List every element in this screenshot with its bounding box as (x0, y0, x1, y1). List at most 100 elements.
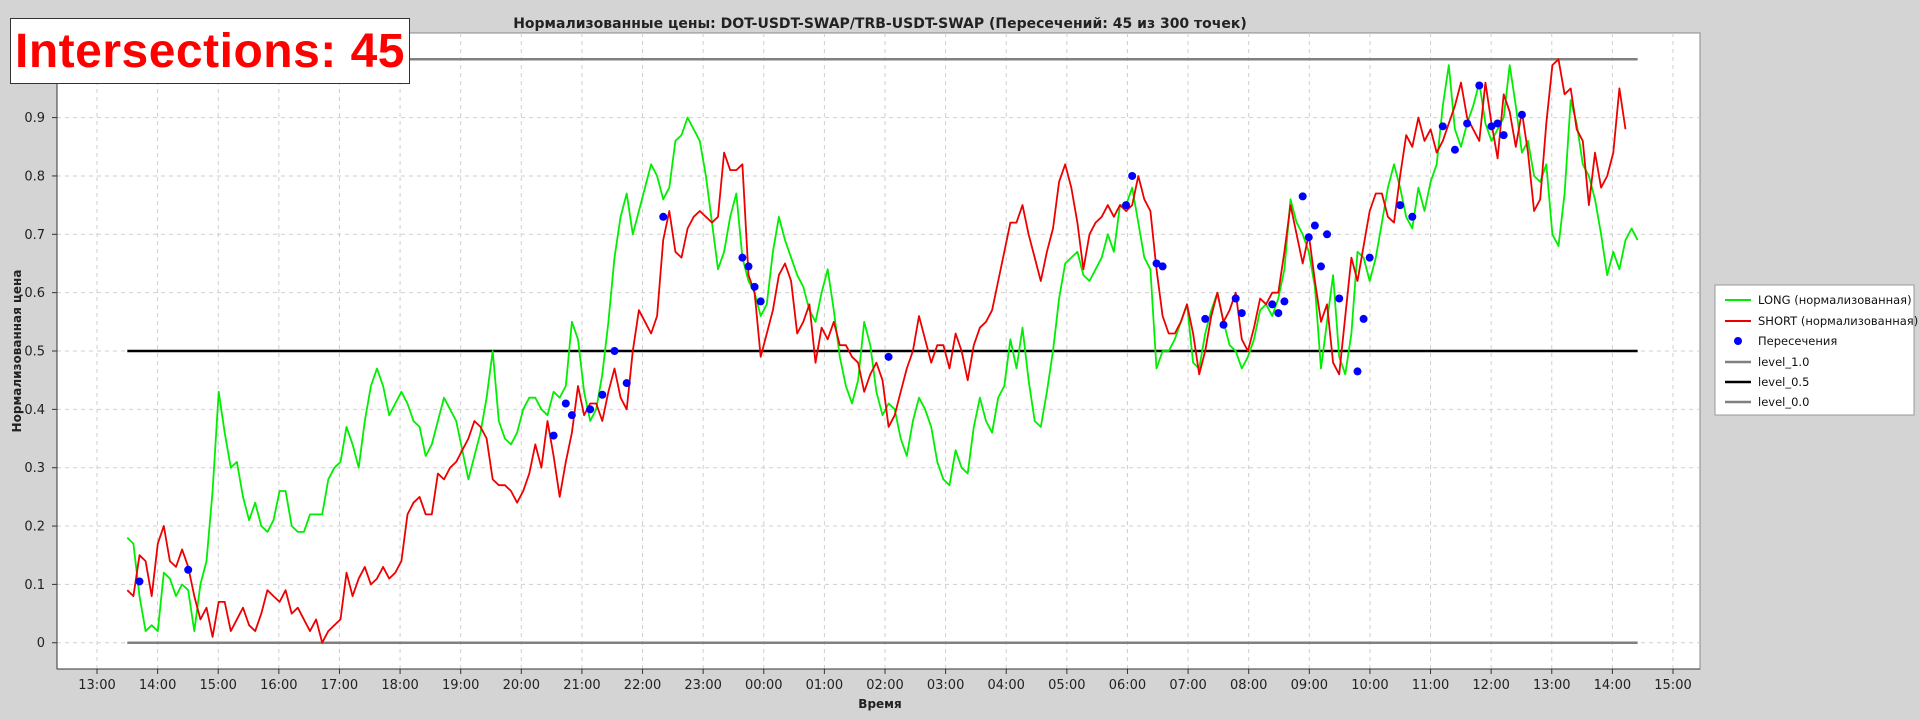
intersection-point (1365, 253, 1374, 262)
intersection-point (1268, 300, 1277, 309)
legend-label-level-1: level_1.0 (1758, 355, 1809, 369)
y-ticks: 0 0.1 0.2 0.3 0.4 0.5 0.6 0.7 0.8 0.9 (24, 111, 57, 651)
intersection-point (1316, 262, 1325, 271)
intersection-point (1298, 192, 1307, 201)
x-tick-label: 17:00 (321, 678, 358, 693)
x-tick-label: 22:00 (624, 678, 661, 693)
y-tick-label: 0.4 (24, 403, 45, 418)
intersection-point (1201, 314, 1210, 323)
intersection-point (738, 253, 747, 262)
intersection-point (610, 347, 619, 355)
y-tick-label: 0.3 (24, 461, 45, 476)
intersection-point (884, 352, 893, 361)
intersection-point (1408, 212, 1417, 221)
intersection-point (1323, 230, 1332, 239)
x-tick-label: 13:00 (1533, 678, 1570, 693)
y-tick-label: 0.1 (24, 578, 45, 593)
intersection-point (1152, 259, 1161, 268)
intersection-point (1274, 309, 1283, 318)
intersection-point (586, 405, 595, 414)
x-tick-label: 16:00 (260, 678, 297, 693)
x-tick-label: 03:00 (927, 678, 964, 693)
series-lines (126, 58, 1639, 644)
intersection-point (549, 431, 558, 440)
x-tick-label: 04:00 (987, 678, 1024, 693)
x-tick-label: 14:00 (139, 678, 176, 693)
x-axis-label: Время (858, 697, 901, 711)
intersections-badge: Intersections: 45 (10, 18, 410, 84)
x-tick-label: 18:00 (381, 678, 418, 693)
x-tick-label: 15:00 (199, 678, 236, 693)
intersection-point (1280, 297, 1289, 306)
legend-label-level-05: level_0.5 (1758, 375, 1809, 389)
x-tick-label: 10:00 (1351, 678, 1388, 693)
y-tick-label: 0 (37, 636, 45, 651)
intersection-point (622, 379, 631, 388)
y-tick-label: 0.8 (24, 169, 45, 184)
grid (57, 33, 1700, 669)
intersection-point (184, 565, 193, 574)
intersection-point (135, 577, 144, 586)
x-ticks: 13:00 14:00 15:00 16:00 17:00 18:00 19:00 20:00… (78, 669, 1692, 693)
intersection-point (1304, 233, 1313, 242)
y-tick-label: 0.7 (24, 228, 45, 243)
intersection-point (1487, 122, 1496, 131)
series-line-short (126, 58, 1627, 644)
intersection-point (1219, 320, 1228, 329)
legend: LONG (нормализованная) SHORT (нормализов… (1714, 284, 1918, 416)
x-tick-label: 20:00 (503, 678, 540, 693)
x-tick-label: 06:00 (1109, 678, 1146, 693)
intersection-point (756, 297, 765, 306)
intersection-point (1517, 110, 1526, 119)
x-tick-label: 13:00 (78, 678, 115, 693)
intersection-points (135, 81, 1526, 586)
intersection-point (744, 262, 753, 271)
intersection-point (1359, 314, 1368, 323)
intersection-point (1493, 119, 1502, 128)
intersection-point (1128, 171, 1137, 180)
x-tick-label: 07:00 (1169, 678, 1206, 693)
intersection-point (1438, 122, 1447, 131)
intersection-point (1450, 145, 1459, 154)
legend-box (1714, 284, 1915, 416)
series-line-long (126, 64, 1639, 632)
x-tick-label: 15:00 (1654, 678, 1691, 693)
legend-swatch-intersections (1734, 337, 1742, 345)
chart-title: Нормализованные цены: DOT-USDT-SWAP/TRB-… (513, 16, 1247, 32)
y-tick-label: 0.5 (24, 345, 45, 360)
intersection-point (1310, 221, 1319, 230)
x-tick-label: 23:00 (684, 678, 721, 693)
intersection-point (561, 399, 570, 408)
legend-label-level-0: level_0.0 (1758, 395, 1809, 409)
x-tick-label: 14:00 (1594, 678, 1631, 693)
intersection-point (1158, 262, 1167, 271)
y-tick-label: 0.9 (24, 111, 45, 126)
x-tick-label: 11:00 (1412, 678, 1449, 693)
intersection-point (1463, 119, 1472, 128)
y-axis-label: Нормализованная цена (10, 270, 24, 433)
legend-label-intersections: Пересечения (1758, 334, 1837, 348)
intersection-point (1335, 294, 1344, 303)
x-tick-label: 08:00 (1230, 678, 1267, 693)
x-tick-label: 00:00 (745, 678, 782, 693)
intersection-point (659, 212, 668, 221)
legend-label-short: SHORT (нормализованная) (1758, 314, 1918, 328)
x-tick-label: 21:00 (563, 678, 600, 693)
intersection-point (1353, 367, 1362, 376)
intersection-point (1237, 309, 1246, 318)
y-tick-label: 0.6 (24, 286, 45, 301)
x-tick-label: 01:00 (806, 678, 843, 693)
intersection-point (1231, 294, 1240, 303)
x-tick-label: 09:00 (1291, 678, 1328, 693)
intersection-point (598, 390, 607, 399)
intersection-point (1396, 201, 1405, 210)
y-tick-label: 0.2 (24, 520, 45, 535)
intersection-point (750, 282, 759, 291)
intersection-point (1499, 131, 1508, 140)
legend-label-long: LONG (нормализованная) (1758, 293, 1912, 307)
x-tick-label: 19:00 (442, 678, 479, 693)
x-tick-label: 12:00 (1472, 678, 1509, 693)
x-tick-label: 02:00 (866, 678, 903, 693)
x-tick-label: 05:00 (1048, 678, 1085, 693)
